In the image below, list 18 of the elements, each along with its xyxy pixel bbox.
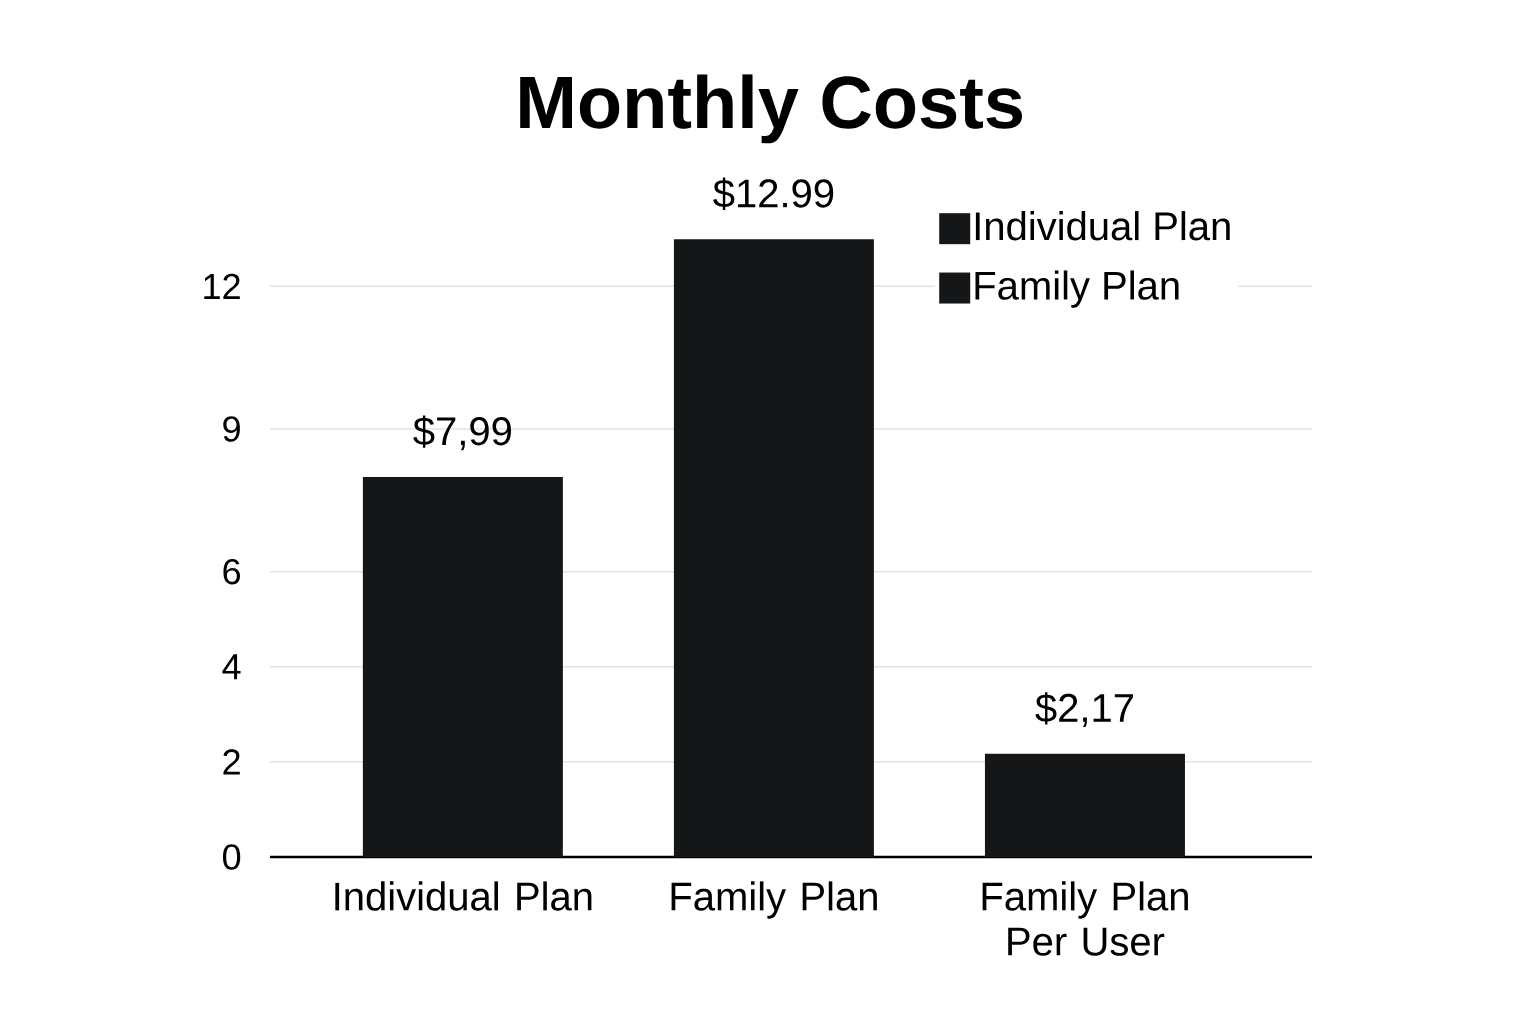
- bar: [984, 753, 1185, 857]
- y-tick-label: 4: [222, 654, 241, 680]
- data-label: $12.99: [713, 177, 834, 211]
- y-tick-label: 12: [204, 273, 240, 299]
- x-tick-label: Family Plan Per User: [982, 881, 1188, 956]
- data-label: $7,99: [413, 415, 511, 451]
- x-tick-label: Individual Plan: [335, 881, 592, 911]
- y-tick-label: 6: [223, 558, 241, 585]
- data-label: $2,17: [1035, 692, 1133, 727]
- bar: [673, 239, 874, 857]
- y-tick-label: 0: [223, 844, 241, 870]
- bar: [362, 477, 563, 857]
- legend-label: Family Plan: [975, 270, 1179, 308]
- y-tick-label: 9: [223, 416, 240, 442]
- legend-label: Individual Plan: [975, 211, 1230, 241]
- x-tick-label: Family Plan: [671, 881, 877, 919]
- chart-title: Monthly Costs: [520, 74, 1022, 144]
- y-tick-label: 2: [223, 749, 240, 775]
